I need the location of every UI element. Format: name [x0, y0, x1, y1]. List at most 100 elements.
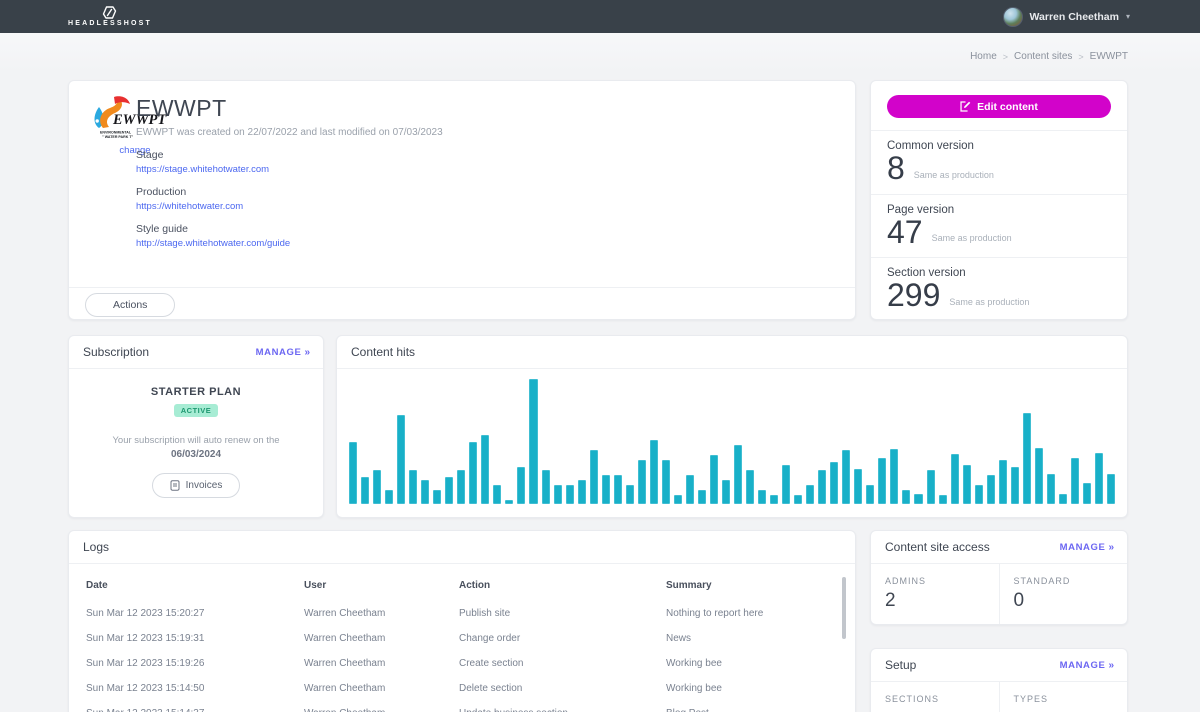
setup-title: Setup	[885, 658, 916, 672]
chart-bar	[794, 495, 802, 504]
log-row: Sun Mar 12 2023 15:20:27Warren CheethamP…	[86, 601, 838, 626]
chart-bar	[517, 467, 525, 505]
chart-bar	[542, 470, 550, 504]
double-chevron-icon: »	[1108, 542, 1113, 553]
svg-text:ENVIRONMENTAL: ENVIRONMENTAL	[100, 131, 132, 135]
chart-bar	[927, 470, 935, 504]
chart-bar	[481, 435, 489, 504]
renew-text: Your subscription will auto renew on the	[69, 435, 323, 446]
brand-home-link[interactable]: HEADLESSHOST	[68, 6, 152, 27]
chart-bar	[674, 495, 682, 504]
standard-value: 0	[1014, 590, 1114, 612]
chart-bar	[866, 485, 874, 504]
chart-bar	[373, 470, 381, 504]
chart-bar	[638, 460, 646, 504]
logs-table: Date User Action Summary Sun Mar 12 2023…	[69, 564, 855, 712]
site-overview-card: EWWPT ENVIRONMENTAL " WATER PARK T" chan…	[68, 80, 856, 320]
breadcrumb-content-sites[interactable]: Content sites	[1014, 51, 1072, 62]
double-chevron-icon: »	[304, 347, 309, 358]
chart-bar	[614, 475, 622, 504]
chart-bar	[409, 470, 417, 504]
breadcrumb-current: EWWPT	[1090, 51, 1128, 62]
chart-bar	[505, 500, 513, 504]
chart-bar	[566, 485, 574, 504]
subscription-manage-link[interactable]: MANAGE »	[256, 347, 309, 358]
setup-card: Setup MANAGE » SECTIONS TYPES	[870, 648, 1128, 712]
log-cell-user: Warren Cheetham	[304, 708, 459, 712]
chart-bar	[686, 475, 694, 504]
log-cell-user: Warren Cheetham	[304, 608, 459, 619]
actions-button[interactable]: Actions	[85, 293, 175, 317]
invoices-button[interactable]: Invoices	[152, 473, 241, 498]
chart-bar	[830, 462, 838, 505]
chevron-down-icon: ▾	[1126, 13, 1130, 21]
admins-label: ADMINS	[885, 576, 985, 586]
logs-card: Logs Date User Action Summary Sun Mar 12…	[68, 530, 856, 712]
content-site-access-card: Content site access MANAGE » ADMINS 2 ST…	[870, 530, 1128, 625]
chart-bar	[1047, 474, 1055, 504]
breadcrumb: Home > Content sites > EWWPT	[970, 51, 1128, 62]
svg-text:" WATER PARK T": " WATER PARK T"	[102, 135, 134, 139]
chart-bar	[1083, 483, 1091, 504]
user-avatar	[1003, 7, 1023, 27]
log-cell-date: Sun Mar 12 2023 15:14:37	[86, 708, 304, 712]
production-url-link[interactable]: https://whitehotwater.com	[136, 201, 835, 212]
content-hits-chart	[349, 379, 1115, 504]
log-row: Sun Mar 12 2023 15:14:50Warren CheethamD…	[86, 676, 838, 701]
section-version-note: Same as production	[949, 297, 1029, 313]
breadcrumb-home[interactable]: Home	[970, 51, 997, 62]
stage-url-link[interactable]: https://stage.whitehotwater.com	[136, 164, 835, 175]
log-cell-summary: Working bee	[666, 683, 838, 694]
breadcrumb-separator: >	[1078, 52, 1083, 62]
chart-bar	[349, 442, 357, 505]
log-row: Sun Mar 12 2023 15:14:37Warren CheethamU…	[86, 701, 838, 712]
log-cell-date: Sun Mar 12 2023 15:19:26	[86, 658, 304, 669]
brand-name: HEADLESSHOST	[68, 20, 152, 27]
chart-bar	[1071, 458, 1079, 504]
logs-scrollbar-thumb[interactable]	[842, 577, 846, 639]
chart-bar	[902, 490, 910, 504]
chart-bar	[710, 455, 718, 504]
invoice-receipt-icon	[170, 480, 180, 491]
breadcrumb-separator: >	[1003, 52, 1008, 62]
log-cell-date: Sun Mar 12 2023 15:19:31	[86, 633, 304, 644]
chart-bar	[626, 485, 634, 504]
standard-stat: STANDARD 0	[999, 564, 1128, 624]
edit-content-button[interactable]: Edit content	[887, 95, 1111, 118]
user-menu[interactable]: Warren Cheetham ▾	[1003, 7, 1130, 27]
chart-bar	[421, 480, 429, 504]
sections-label: SECTIONS	[885, 694, 985, 704]
renew-date: 06/03/2024	[69, 449, 323, 460]
common-version-value: 8	[887, 152, 905, 186]
chart-bar	[854, 469, 862, 504]
style-guide-url-link[interactable]: http://stage.whitehotwater.com/guide	[136, 238, 835, 249]
plan-name: STARTER PLAN	[69, 386, 323, 398]
access-manage-link[interactable]: MANAGE »	[1060, 542, 1113, 553]
chart-bar	[951, 454, 959, 504]
chart-bar	[662, 460, 670, 504]
admins-stat: ADMINS 2	[871, 564, 999, 624]
page-version-value: 47	[887, 216, 923, 250]
chart-bar	[878, 458, 886, 504]
log-cell-action: Change order	[459, 633, 666, 644]
chart-bar	[578, 480, 586, 504]
logs-table-body: Sun Mar 12 2023 15:20:27Warren CheethamP…	[86, 601, 838, 712]
log-cell-summary: Nothing to report here	[666, 608, 838, 619]
logs-col-user: User	[304, 580, 459, 591]
versions-card: Edit content Common version 8 Same as pr…	[870, 80, 1128, 320]
log-cell-summary: Working bee	[666, 658, 838, 669]
log-cell-user: Warren Cheetham	[304, 658, 459, 669]
log-cell-user: Warren Cheetham	[304, 683, 459, 694]
common-version-note: Same as production	[914, 170, 994, 186]
chart-bar	[758, 490, 766, 504]
subscription-title: Subscription	[83, 345, 149, 359]
logs-col-action: Action	[459, 580, 666, 591]
chart-bar	[939, 495, 947, 504]
types-stat: TYPES	[999, 682, 1128, 712]
setup-manage-link[interactable]: MANAGE »	[1060, 660, 1113, 671]
chart-bar	[722, 480, 730, 504]
chart-bar	[1035, 448, 1043, 504]
chart-bar	[770, 495, 778, 504]
log-cell-summary: News	[666, 633, 838, 644]
log-cell-action: Publish site	[459, 608, 666, 619]
